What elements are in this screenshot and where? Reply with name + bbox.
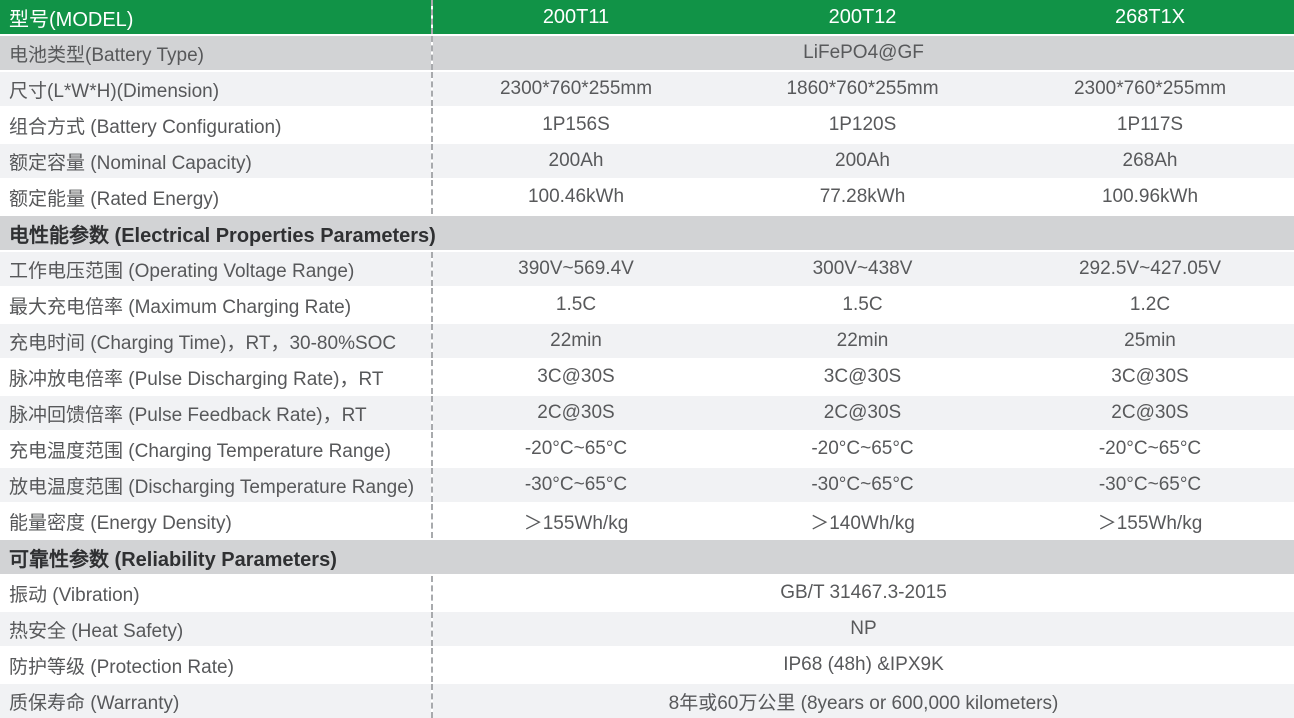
spec-value: 25min <box>1006 323 1294 360</box>
spec-value: 268Ah <box>1006 143 1294 180</box>
spec-value-span: 8年或60万公里 (8years or 600,000 kilometers) <box>431 683 1294 718</box>
spec-row-label: 充电时间 (Charging Time)，RT，30-80%SOC <box>0 323 432 360</box>
model-name-200T12: 200T12 <box>719 0 1006 36</box>
spec-row: 热安全 (Heat Safety) NP <box>0 611 1294 648</box>
spec-value: ＞155Wh/kg <box>431 503 719 540</box>
spec-value: 1.5C <box>719 287 1006 324</box>
spec-value: 200Ah <box>431 143 719 180</box>
spec-row: 能量密度 (Energy Density) ＞155Wh/kg ＞140Wh/kg ＞… <box>0 503 1294 540</box>
section-header-label: 电性能参数 (Electrical Properties Parameters) <box>0 215 1294 252</box>
model-header-row: 型号(MODEL) 200T11 200T12 268T1X <box>0 0 1294 36</box>
spec-value: 2300*760*255mm <box>1006 71 1294 108</box>
spec-row: 电池类型(Battery Type) LiFePO4@GF <box>0 35 1294 72</box>
model-header-label: 型号(MODEL) <box>0 0 432 36</box>
spec-row-label: 额定容量 (Nominal Capacity) <box>0 143 432 180</box>
spec-value: -20°C~65°C <box>1006 431 1294 468</box>
spec-value: -20°C~65°C <box>719 431 1006 468</box>
spec-value: 1P117S <box>1006 107 1294 144</box>
spec-value: 22min <box>719 323 1006 360</box>
spec-row: 充电温度范围 (Charging Temperature Range) -20°C… <box>0 431 1294 468</box>
spec-row: 充电时间 (Charging Time)，RT，30-80%SOC 22min 22… <box>0 323 1294 360</box>
spec-value: 300V~438V <box>719 251 1006 288</box>
spec-row-label: 质保寿命 (Warranty) <box>0 683 432 718</box>
spec-row: 防护等级 (Protection Rate) IP68 (48h) &IPX9K <box>0 647 1294 684</box>
spec-value-span: GB/T 31467.3-2015 <box>431 575 1294 612</box>
spec-row-label: 尺寸(L*W*H)(Dimension) <box>0 71 432 108</box>
spec-value: 77.28kWh <box>719 179 1006 216</box>
spec-value: 292.5V~427.05V <box>1006 251 1294 288</box>
spec-value: 1860*760*255mm <box>719 71 1006 108</box>
spec-value: 3C@30S <box>431 359 719 396</box>
spec-value: -20°C~65°C <box>431 431 719 468</box>
spec-value-span: LiFePO4@GF <box>431 35 1294 72</box>
spec-value: ＞140Wh/kg <box>719 503 1006 540</box>
model-name-200T11: 200T11 <box>431 0 719 36</box>
spec-row: 组合方式 (Battery Configuration) 1P156S 1P120S… <box>0 107 1294 144</box>
spec-value: 3C@30S <box>719 359 1006 396</box>
spec-row-label: 额定能量 (Rated Energy) <box>0 179 432 216</box>
spec-value: 2C@30S <box>719 395 1006 432</box>
section-header-row: 电性能参数 (Electrical Properties Parameters) <box>0 215 1294 252</box>
spec-value: 100.96kWh <box>1006 179 1294 216</box>
spec-value: 2C@30S <box>1006 395 1294 432</box>
spec-value: 100.46kWh <box>431 179 719 216</box>
spec-value: 390V~569.4V <box>431 251 719 288</box>
spec-row-label: 充电温度范围 (Charging Temperature Range) <box>0 431 432 468</box>
spec-row: 额定能量 (Rated Energy) 100.46kWh 77.28kWh 100.… <box>0 179 1294 216</box>
section-header-label: 可靠性参数 (Reliability Parameters) <box>0 539 1294 576</box>
spec-row-label: 最大充电倍率 (Maximum Charging Rate) <box>0 287 432 324</box>
spec-row-label: 热安全 (Heat Safety) <box>0 611 432 648</box>
spec-row: 脉冲放电倍率 (Pulse Discharging Rate)，RT 3C@30S… <box>0 359 1294 396</box>
spec-row: 尺寸(L*W*H)(Dimension) 2300*760*255mm 1860*7… <box>0 71 1294 108</box>
spec-value: -30°C~65°C <box>431 467 719 504</box>
spec-row-label: 组合方式 (Battery Configuration) <box>0 107 432 144</box>
spec-value: 2300*760*255mm <box>431 71 719 108</box>
spec-row: 最大充电倍率 (Maximum Charging Rate) 1.5C 1.5C 1.… <box>0 287 1294 324</box>
model-name-268T1X: 268T1X <box>1006 0 1294 36</box>
spec-row: 工作电压范围 (Operating Voltage Range) 390V~569… <box>0 251 1294 288</box>
spec-row-label: 工作电压范围 (Operating Voltage Range) <box>0 251 432 288</box>
spec-value: 1.2C <box>1006 287 1294 324</box>
spec-value: 1P156S <box>431 107 719 144</box>
spec-value: 1P120S <box>719 107 1006 144</box>
spec-row-label: 放电温度范围 (Discharging Temperature Range) <box>0 467 432 504</box>
spec-value-span: NP <box>431 611 1294 648</box>
spec-row-label: 脉冲回馈倍率 (Pulse Feedback Rate)，RT <box>0 395 432 432</box>
spec-value: 1.5C <box>431 287 719 324</box>
spec-row: 放电温度范围 (Discharging Temperature Range) -3… <box>0 467 1294 504</box>
spec-row-label: 防护等级 (Protection Rate) <box>0 647 432 684</box>
spec-row-label: 脉冲放电倍率 (Pulse Discharging Rate)，RT <box>0 359 432 396</box>
spec-value-span: IP68 (48h) &IPX9K <box>431 647 1294 684</box>
section-header-row: 可靠性参数 (Reliability Parameters) <box>0 539 1294 576</box>
spec-value: 22min <box>431 323 719 360</box>
spec-row: 额定容量 (Nominal Capacity) 200Ah 200Ah 268Ah <box>0 143 1294 180</box>
spec-row: 脉冲回馈倍率 (Pulse Feedback Rate)，RT 2C@30S 2C@… <box>0 395 1294 432</box>
spec-row-label: 能量密度 (Energy Density) <box>0 503 432 540</box>
spec-row: 振动 (Vibration) GB/T 31467.3-2015 <box>0 575 1294 612</box>
spec-value: -30°C~65°C <box>1006 467 1294 504</box>
spec-value: -30°C~65°C <box>719 467 1006 504</box>
spec-value: ＞155Wh/kg <box>1006 503 1294 540</box>
spec-row: 质保寿命 (Warranty) 8年或60万公里 (8years or 600,0… <box>0 683 1294 718</box>
spec-row-label: 电池类型(Battery Type) <box>0 35 432 72</box>
spec-value: 3C@30S <box>1006 359 1294 396</box>
spec-value: 200Ah <box>719 143 1006 180</box>
spec-row-label: 振动 (Vibration) <box>0 575 432 612</box>
spec-value: 2C@30S <box>431 395 719 432</box>
